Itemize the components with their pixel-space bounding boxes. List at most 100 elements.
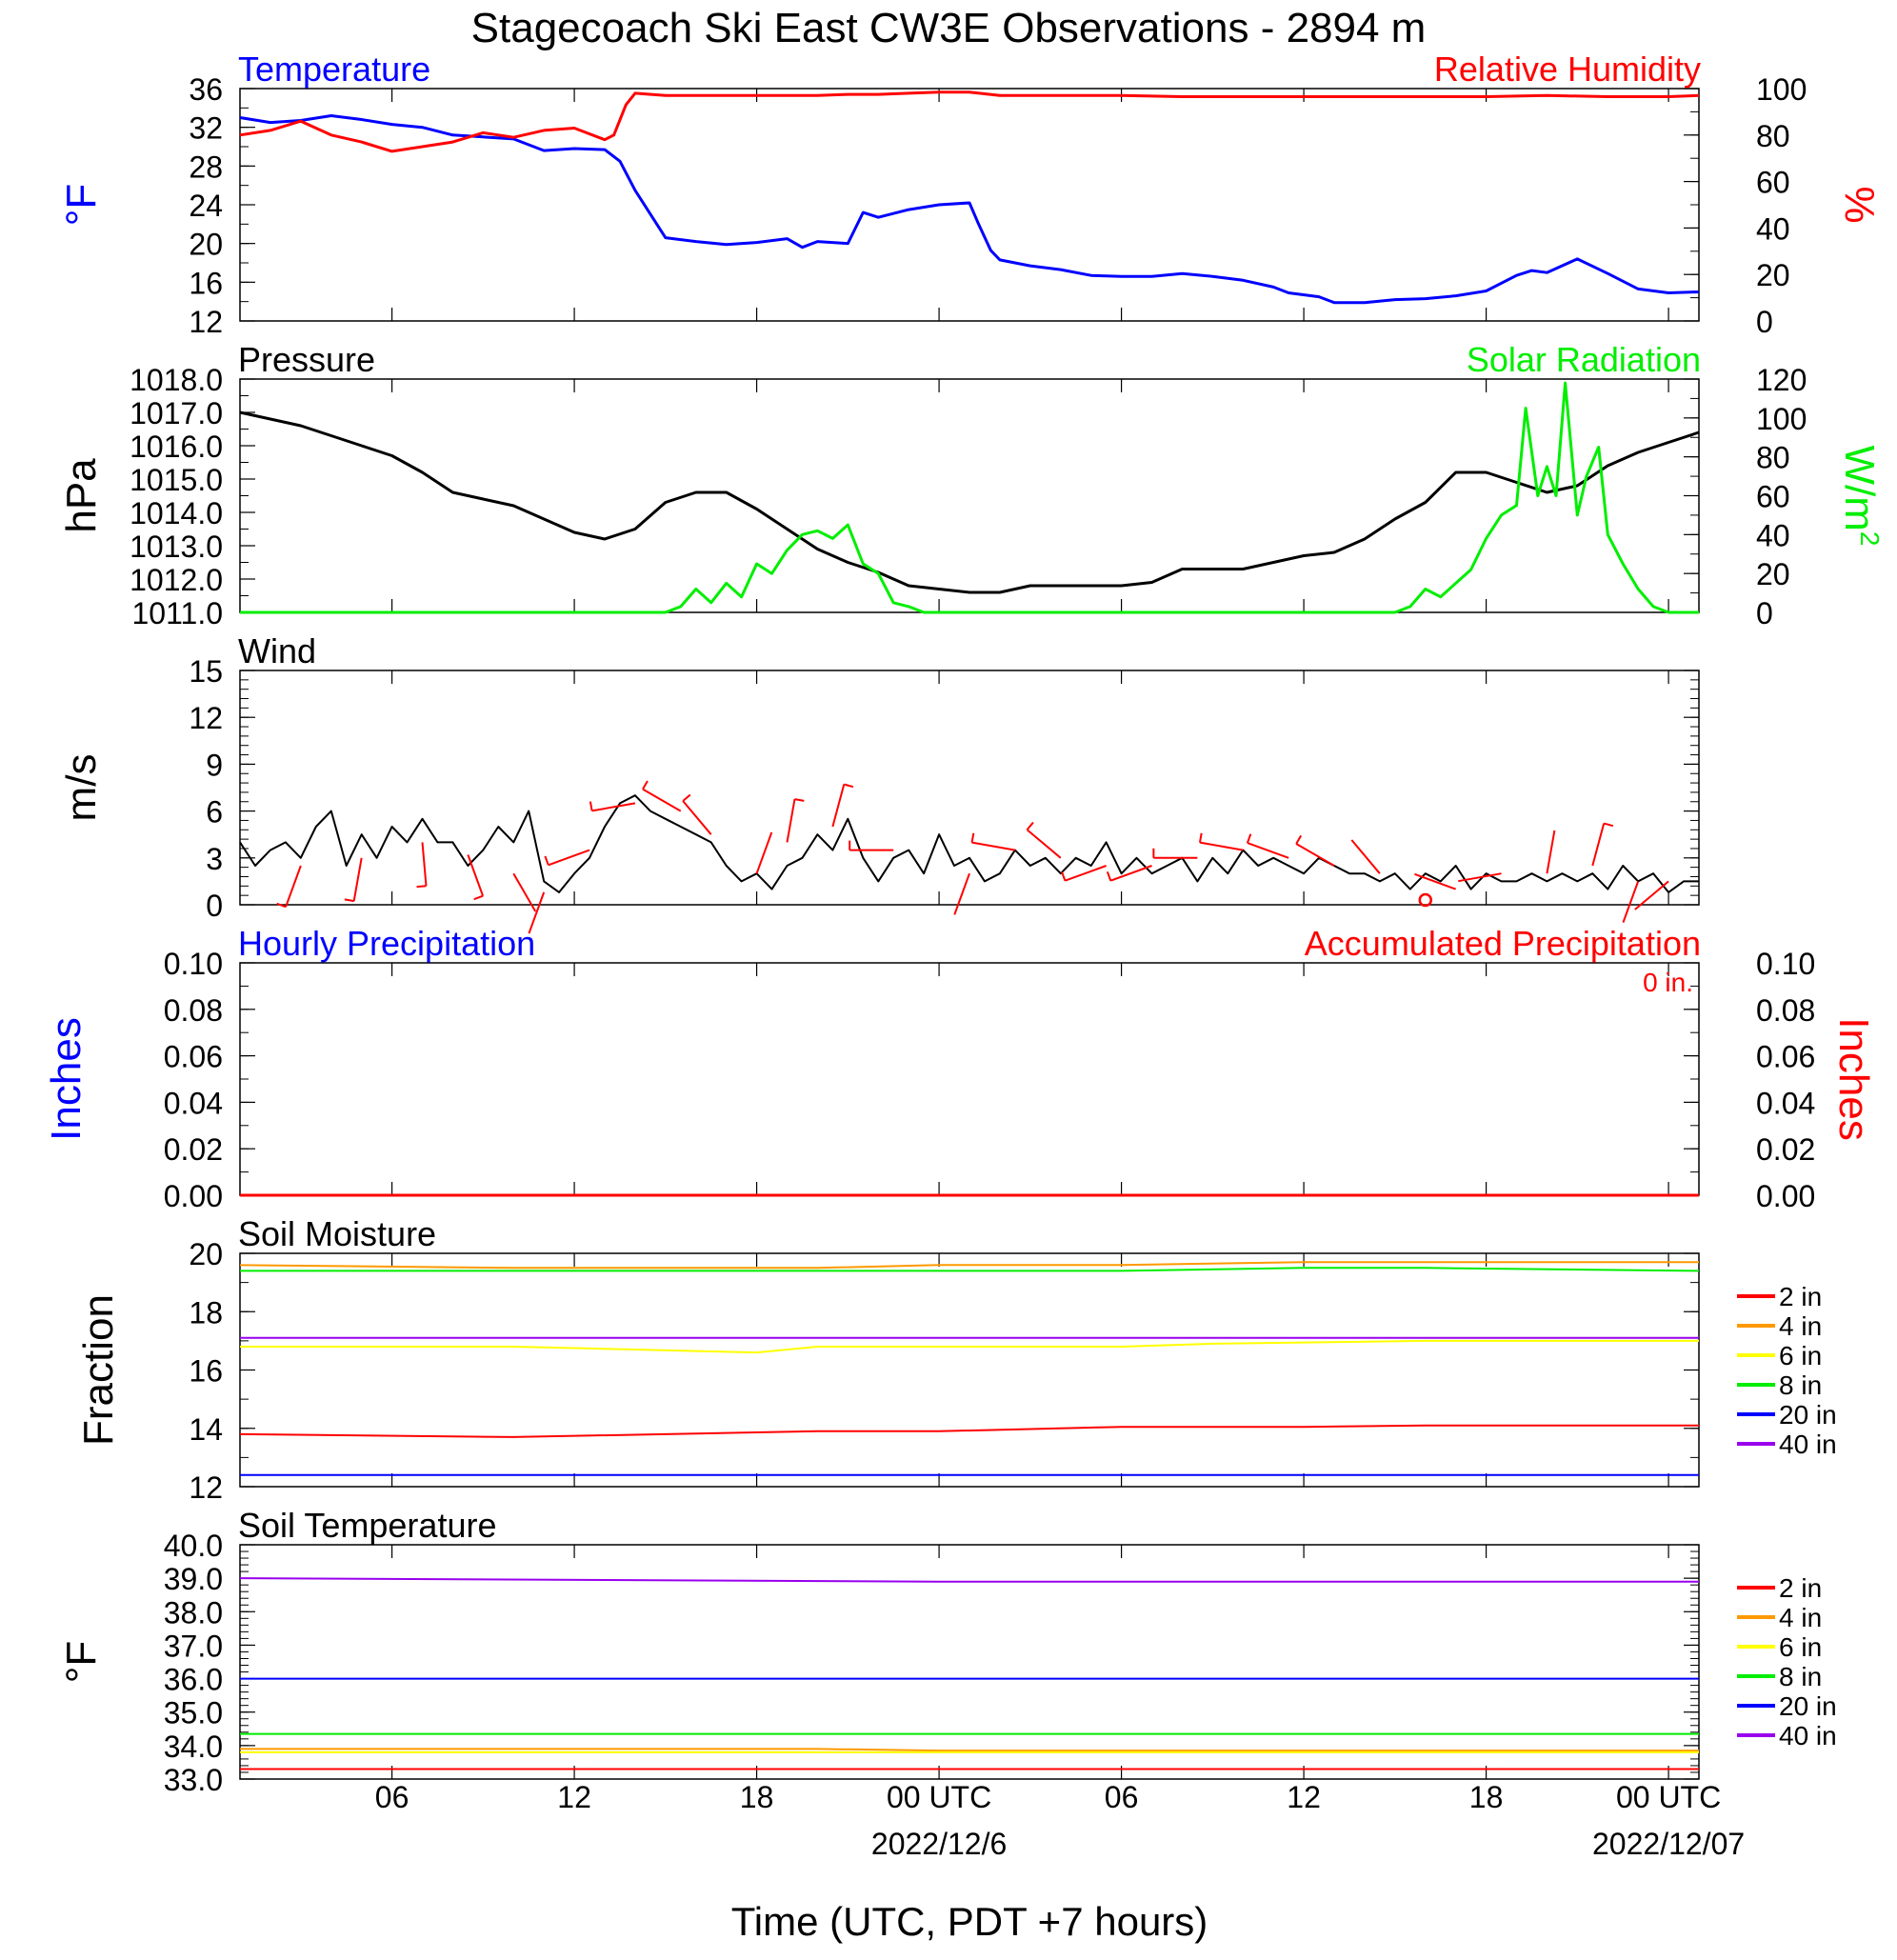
x-tick-label: 18 xyxy=(740,1780,774,1814)
x-tick-label: 00 UTC xyxy=(1616,1780,1721,1814)
wind-barb xyxy=(1199,841,1244,851)
wind-barb-flag xyxy=(1246,833,1252,844)
legend-label: 2 in xyxy=(1779,1573,1822,1603)
wind-barb xyxy=(971,841,1016,851)
wind-barb-flag xyxy=(1061,870,1067,882)
y-tick-label: 32 xyxy=(189,111,223,146)
y-tick-label: 0.04 xyxy=(164,1086,223,1120)
calm-wind-marker xyxy=(1418,892,1432,908)
wind-barb xyxy=(642,788,682,812)
wind-barb xyxy=(512,872,537,912)
series-line xyxy=(239,1577,1699,1583)
y2-axis-title: Inches xyxy=(1830,1017,1877,1141)
wind-barb xyxy=(1458,872,1502,883)
x-date-label: 2022/12/07 xyxy=(1592,1827,1745,1861)
legend-label: 6 in xyxy=(1779,1341,1822,1370)
y2-tick-label: 20 xyxy=(1756,557,1790,591)
accumulated-total: 0 in. xyxy=(1643,968,1693,997)
series-line xyxy=(240,1339,1699,1354)
wind-barb xyxy=(682,800,712,835)
y-axis-title: Fraction xyxy=(75,1294,122,1446)
y2-tick-label: 60 xyxy=(1756,166,1790,200)
y-tick-label: 1012.0 xyxy=(130,563,223,597)
legend-label: 4 in xyxy=(1779,1311,1822,1341)
y-tick-label: 1016.0 xyxy=(130,430,223,464)
y-tick-label: 3 xyxy=(206,842,223,876)
y-tick-label: 18 xyxy=(189,1295,223,1330)
wind-barb xyxy=(1109,865,1152,882)
y-tick-label: 15 xyxy=(189,654,223,689)
y-tick-label: 0.08 xyxy=(164,993,223,1028)
x-tick-label: 06 xyxy=(375,1780,409,1814)
plot-frame xyxy=(239,962,1700,1196)
panel-pressure_solar: 1018.01017.01016.01015.01014.01013.01012… xyxy=(58,340,1885,630)
x-tick-label: 18 xyxy=(1469,1780,1504,1814)
panel-temperature_humidity: 36 32 28 24 20 16 12 100 80 60 40 20 0 °F % Temperature… xyxy=(58,50,1883,339)
series-line xyxy=(239,90,1700,153)
plot-frame xyxy=(239,1544,1700,1780)
y2-tick-label: 0 xyxy=(1756,305,1773,339)
series-line xyxy=(239,1424,1699,1438)
y-axis-title: °F xyxy=(58,184,105,226)
y2-tick-label: 120 xyxy=(1756,363,1807,397)
wind-barb xyxy=(953,872,970,915)
y2-tick-label: 40 xyxy=(1756,518,1790,552)
y-tick-label: 1011.0 xyxy=(132,596,224,630)
wind-barb xyxy=(1591,823,1606,867)
y-tick-label: 1013.0 xyxy=(130,530,223,564)
panel-wind: 15 12 9 6 3 0 m/s Wind xyxy=(58,631,1700,934)
y2-tick-label: 0.06 xyxy=(1756,1040,1815,1074)
legend-label: 40 in xyxy=(1779,1430,1837,1459)
y-tick-label: 35.0 xyxy=(164,1696,223,1730)
panel-right-title: Accumulated Precipitation xyxy=(1305,924,1701,963)
panel-left-title: Soil Temperature xyxy=(238,1506,496,1545)
y-tick-label: 20 xyxy=(189,1237,223,1271)
wind-barb xyxy=(1350,839,1381,874)
wind-barb xyxy=(352,857,363,902)
series-line xyxy=(239,1261,1699,1270)
y2-axis-title-superscript: 2 xyxy=(1855,531,1885,547)
legend-label: 20 in xyxy=(1779,1400,1837,1430)
y2-tick-label: 0.04 xyxy=(1756,1086,1815,1120)
legend-label: 4 in xyxy=(1779,1603,1822,1632)
chart-title: Stagecoach Ski East CW3E Observations - … xyxy=(471,5,1427,51)
legend-label: 8 in xyxy=(1779,1662,1822,1691)
series-line xyxy=(240,1267,1700,1272)
y-tick-label: 0.10 xyxy=(164,947,223,981)
y-tick-label: 14 xyxy=(189,1412,223,1447)
legend-label: 2 in xyxy=(1779,1282,1822,1311)
wind-barb xyxy=(591,802,636,812)
y2-tick-label: 80 xyxy=(1756,441,1790,475)
y-tick-label: 1014.0 xyxy=(130,496,223,530)
x-axis-title: Time (UTC, PDT +7 hours) xyxy=(731,1899,1208,1944)
legend-label: 40 in xyxy=(1779,1721,1837,1750)
wind-barb xyxy=(1546,830,1556,874)
x-tick-label: 12 xyxy=(1287,1780,1321,1814)
y-tick-label: 36.0 xyxy=(164,1663,223,1697)
wind-barb xyxy=(548,849,590,867)
y-axis-title: Inches xyxy=(43,1017,90,1141)
wind-barb xyxy=(831,784,846,828)
series-line xyxy=(239,410,1700,594)
wind-barb xyxy=(421,842,428,887)
y-axis-title: °F xyxy=(58,1641,105,1683)
wind-barb-flag xyxy=(473,894,484,901)
y2-tick-label: 0.08 xyxy=(1756,993,1815,1028)
y2-axis-title: W/m2 xyxy=(1836,446,1885,547)
series-line xyxy=(239,794,1699,893)
wind-barb-flag xyxy=(1198,832,1203,843)
wind-barb xyxy=(528,891,546,934)
y-tick-label: 1017.0 xyxy=(130,396,223,430)
wind-barb xyxy=(786,798,796,843)
y-tick-label: 0.00 xyxy=(164,1179,223,1213)
wind-barb xyxy=(1622,881,1640,923)
y-tick-label: 39.0 xyxy=(164,1562,223,1596)
wind-barb-flag xyxy=(1106,870,1112,882)
wind-barb-flag xyxy=(844,783,854,789)
wind-barb xyxy=(1414,872,1457,890)
panel-left-title: Pressure xyxy=(238,340,375,379)
plot-frame xyxy=(239,670,1700,906)
panel-left-title: Hourly Precipitation xyxy=(238,924,535,963)
series-line xyxy=(239,114,1700,305)
